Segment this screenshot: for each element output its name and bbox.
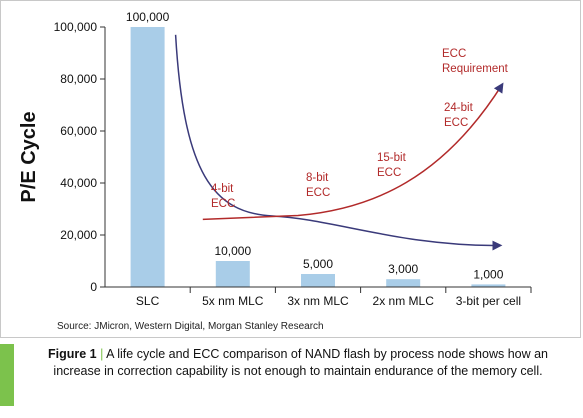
data-label-2: 5,000 (303, 257, 333, 271)
bar-1 (215, 261, 250, 287)
data-label-0: 100,000 (126, 10, 170, 24)
y-axis-title: P/E Cycle (18, 111, 40, 202)
x-tick-label-3: 2x nm MLC (373, 294, 435, 308)
chart-frame: 100,000 10,000 5,000 3,000 1,000 0 20,000 40,00… (0, 0, 581, 338)
figure-caption: Figure 1 | A life cycle and ECC comparis… (24, 346, 572, 380)
y-tick-label-4: 80,000 (60, 72, 97, 86)
chart-svg: 100,000 10,000 5,000 3,000 1,000 0 20,000 40,00… (18, 10, 532, 308)
source-note: Source: JMicron, Western Digital, Morgan… (57, 321, 324, 332)
bar-2 (301, 274, 335, 287)
data-label-1: 10,000 (214, 244, 251, 258)
bar-0 (130, 27, 165, 287)
x-tick-label-4: 3-bit per cell (456, 294, 521, 308)
y-tick-label-2: 40,000 (60, 176, 97, 190)
data-label-4: 1,000 (473, 267, 503, 281)
y-tick-label-0: 0 (90, 280, 97, 294)
data-label-3: 3,000 (388, 262, 418, 276)
x-tick-label-2: 3x nm MLC (287, 294, 349, 308)
caption-text: A life cycle and ECC comparison of NAND … (53, 347, 549, 378)
y-tick-label-1: 20,000 (60, 228, 97, 242)
caption-accent-bar (0, 344, 14, 406)
bar-3 (386, 279, 421, 287)
x-tick-label-0: SLC (136, 294, 160, 308)
y-tick-label-3: 60,000 (60, 124, 97, 138)
ecc-annotation-0: 4-bit ECC (211, 183, 235, 210)
x-tick-label-1: 5x nm MLC (202, 294, 264, 308)
ecc-annotation-1: 8-bit ECC (306, 172, 330, 199)
ecc-requirement-curve (202, 82, 504, 221)
ecc-annotation-3: 24-bit ECC (444, 102, 474, 129)
bar-4 (471, 284, 506, 287)
caption-label: Figure 1 (47, 347, 97, 361)
ecc-annotation-2: 15-bit ECC (377, 152, 407, 179)
ecc-annotation-4: ECC Requirement (442, 48, 509, 75)
caption-separator: | (100, 347, 104, 361)
y-tick-label-5: 100,000 (54, 20, 98, 34)
